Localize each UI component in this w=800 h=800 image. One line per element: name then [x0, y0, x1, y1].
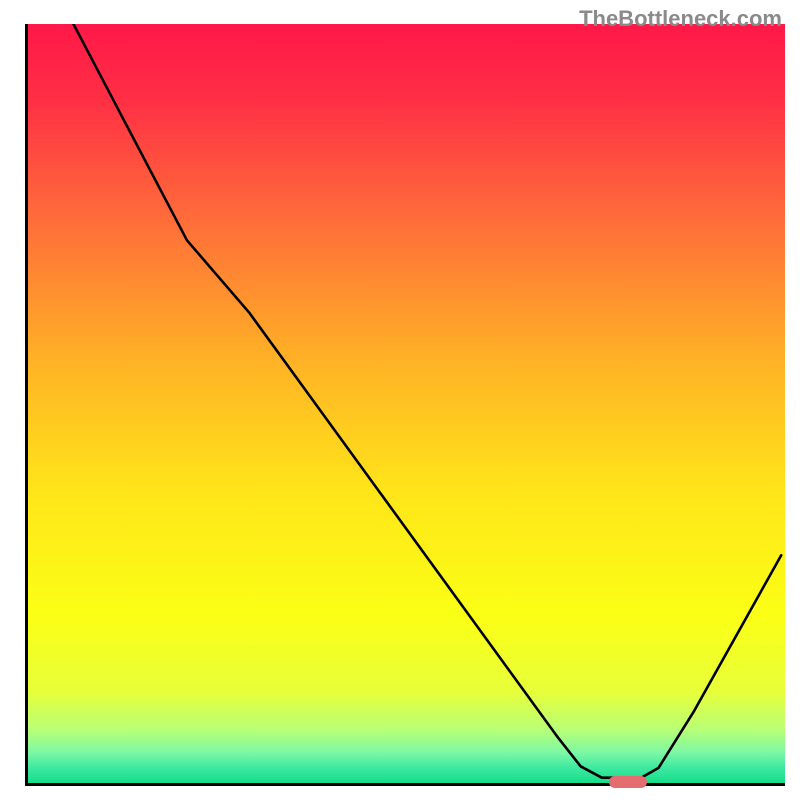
plot-area	[25, 24, 785, 786]
optimal-marker	[609, 776, 647, 788]
bottleneck-curve	[28, 24, 785, 783]
watermark-text: TheBottleneck.com	[579, 6, 782, 32]
